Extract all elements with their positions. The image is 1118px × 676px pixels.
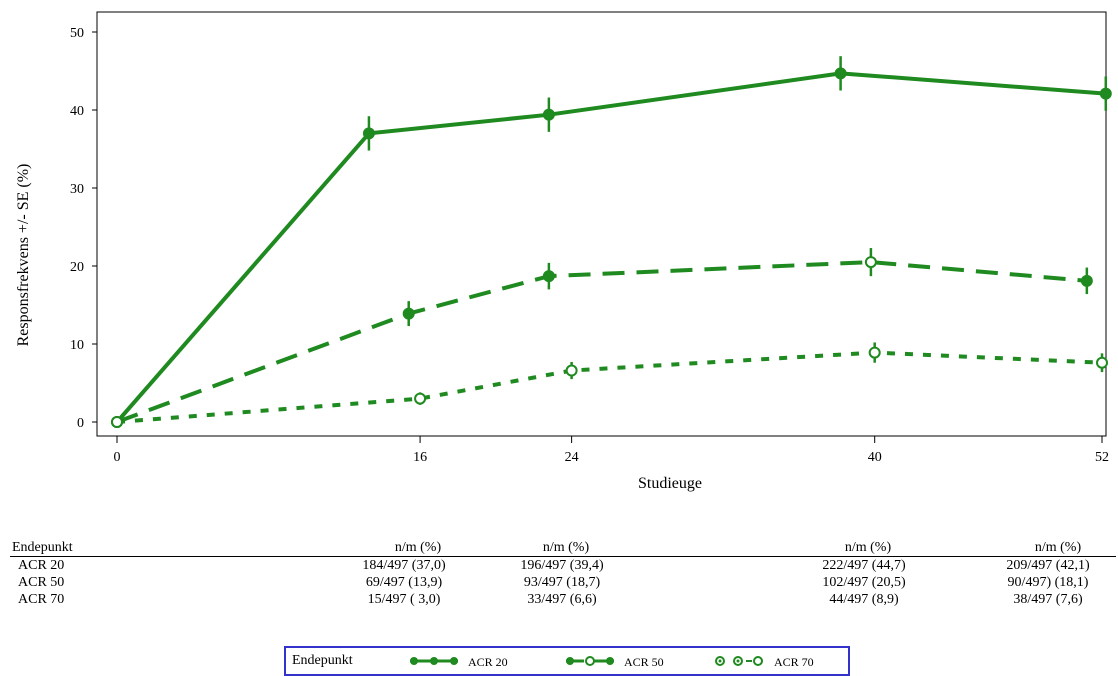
x-axis-label: Studieuge: [638, 475, 702, 492]
x-tick-label: 0: [114, 450, 121, 465]
data-point: [1080, 274, 1093, 287]
x-tick-label: 24: [565, 450, 579, 465]
legend-label-acr50: ACR 50: [624, 655, 664, 669]
data-point: [834, 67, 847, 80]
y-tick-label: 0: [77, 416, 84, 431]
legend-swatch-acr50: [566, 656, 614, 666]
data-point: [542, 270, 555, 283]
data-point: [414, 392, 427, 405]
legend-label-acr70: ACR 70: [774, 655, 814, 669]
legend-label-acr20: ACR 20: [468, 655, 508, 669]
y-tick-label: 10: [70, 338, 84, 353]
data-point: [402, 307, 415, 320]
series-layer: [111, 56, 1112, 428]
chart-svg: 0 10 20 30 40 50 0 16 24 40 52 Studieuge Responsf…: [15, 11, 1112, 492]
legend-title: Endepunkt: [292, 653, 353, 668]
y-tick-label: 20: [70, 260, 84, 275]
data-point: [362, 127, 375, 140]
y-tick-label: 50: [70, 26, 84, 41]
legend-box: Endepunkt ACR 20 ACR 50 ACR 70: [284, 646, 850, 676]
data-point: [1096, 356, 1108, 369]
y-axis-label: Responsfrekvens +/- SE (%): [15, 164, 32, 347]
data-point: [868, 346, 881, 359]
data-point: [864, 256, 877, 269]
y-tick-label: 30: [70, 182, 84, 197]
x-tick-label: 40: [868, 450, 882, 465]
legend-swatch-acr70: [715, 656, 763, 666]
x-axis-ticks: 0 16 24 40 52: [114, 436, 1109, 465]
data-point: [542, 108, 555, 121]
series-line-acr20: [115, 71, 1106, 424]
x-tick-label: 52: [1095, 450, 1109, 465]
y-axis-ticks: 0 10 20 30 40 50: [70, 26, 97, 431]
y-tick-label: 40: [70, 104, 84, 119]
plot-frame: [96, 11, 1107, 437]
series-line-acr70: [116, 350, 1103, 424]
data-point: [565, 364, 578, 377]
data-point: [111, 416, 123, 428]
x-tick-label: 16: [413, 450, 427, 465]
data-point: [1099, 87, 1112, 100]
legend-swatch-acr20: [410, 657, 458, 665]
series-line-acr50: [116, 260, 1088, 424]
